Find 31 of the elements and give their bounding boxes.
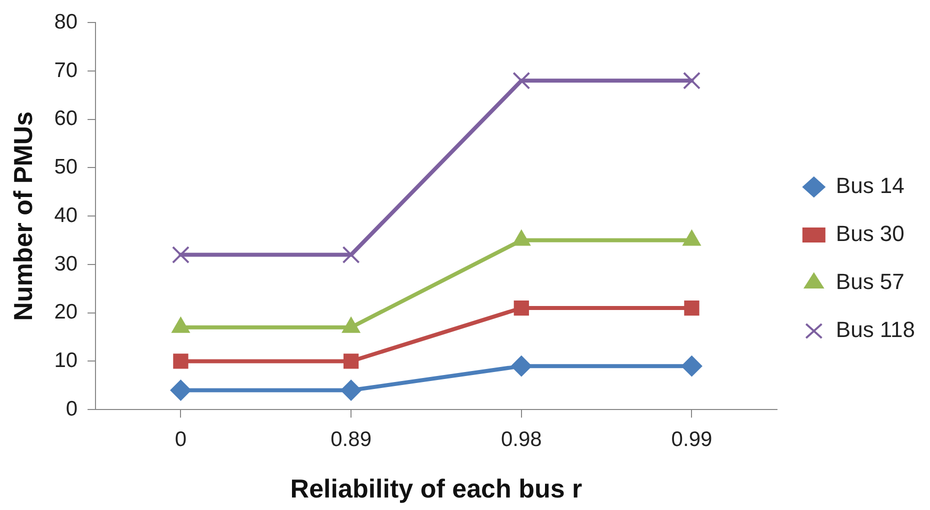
x-axis-title: Reliability of each bus r	[290, 474, 582, 504]
y-tick-label: 0	[66, 397, 78, 420]
y-tick-label: 80	[54, 10, 78, 34]
point	[342, 246, 360, 264]
legend-label: Bus 30	[836, 221, 904, 246]
point	[681, 356, 702, 377]
point	[682, 72, 701, 90]
legend-label: Bus 14	[836, 173, 904, 198]
legend-label: Bus 118	[836, 317, 916, 342]
y-tick-label: 10	[54, 349, 78, 372]
point	[684, 300, 700, 316]
point	[340, 380, 362, 401]
point	[343, 354, 359, 369]
y-tick-label: 60	[54, 107, 78, 130]
y-tick-label: 50	[54, 156, 78, 179]
y-tick-label: 70	[54, 58, 78, 82]
x-tick-label: 0.89	[330, 428, 372, 451]
point	[170, 380, 192, 401]
point	[172, 246, 190, 264]
x-tick-label: 0.99	[671, 428, 712, 451]
point	[512, 72, 530, 90]
point	[173, 354, 188, 369]
y-tick-label: 30	[54, 252, 78, 276]
y-tick-label: 20	[54, 300, 78, 324]
x-tick-label: 0.98	[500, 428, 542, 451]
y-tick-label: 40	[54, 204, 78, 227]
point	[514, 300, 529, 316]
x-tick-label: 0	[174, 428, 187, 451]
y-axis-title: Number of PMUs	[8, 111, 38, 321]
point	[510, 356, 532, 377]
legend-label: Bus 57	[836, 269, 904, 294]
